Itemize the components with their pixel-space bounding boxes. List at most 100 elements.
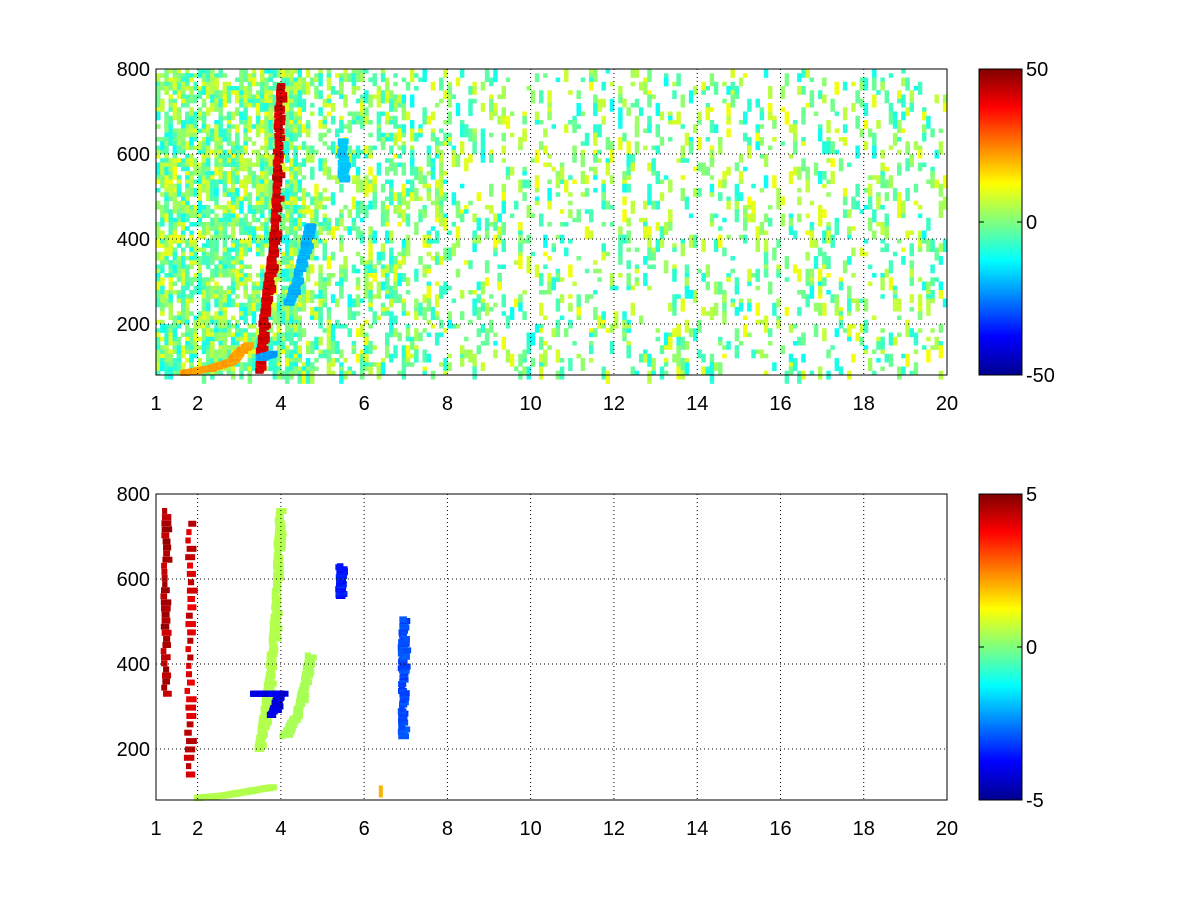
heatmap-cell — [160, 264, 165, 270]
heatmap-cell — [659, 137, 665, 146]
heatmap-cell — [293, 115, 298, 121]
heatmap-cell — [230, 196, 236, 202]
heatmap-cell — [892, 336, 898, 346]
heatmap-cell — [222, 353, 228, 363]
heatmap-cell — [922, 132, 927, 142]
heatmap-cell — [276, 69, 282, 78]
heatmap-cell — [426, 319, 432, 325]
heatmap-cell — [264, 183, 269, 197]
heatmap-cell — [326, 196, 332, 202]
heatmap-cell — [314, 294, 319, 299]
heatmap-cell — [335, 319, 340, 329]
heatmap-cell — [897, 209, 902, 219]
heatmap-cell — [172, 273, 178, 278]
heatmap-cell — [384, 277, 390, 291]
heatmap-cell — [797, 370, 802, 384]
heatmap-cell — [817, 268, 823, 282]
heatmap-cell — [180, 213, 186, 227]
heatmap-cell — [384, 311, 390, 316]
heatmap-cell — [185, 298, 190, 304]
heatmap-cell — [422, 115, 427, 125]
heatmap-cell — [755, 132, 760, 146]
heatmap-cell — [663, 77, 669, 87]
heatmap-cell — [343, 324, 348, 329]
heatmap-cell — [364, 69, 369, 74]
heatmap-cell — [397, 205, 402, 214]
heatmap-cell — [559, 179, 565, 185]
heatmap-cell — [293, 307, 298, 321]
heatmap-cell — [185, 158, 190, 163]
heatmap-cell — [638, 353, 644, 363]
heatmap-cell — [526, 256, 531, 270]
heatmap-cell — [626, 273, 631, 287]
heatmap-cell — [418, 77, 423, 83]
heatmap-cell — [801, 158, 806, 172]
heatmap-cell — [164, 213, 169, 223]
heatmap-cell — [250, 690, 259, 697]
heatmap-cell — [218, 154, 223, 159]
heatmap-cell — [618, 94, 623, 100]
heatmap-cell — [559, 277, 565, 282]
heatmap-cell — [401, 273, 407, 282]
heatmap-cell — [559, 294, 565, 299]
heatmap-cell — [409, 179, 415, 193]
heatmap-cell — [501, 107, 506, 121]
heatmap-cell — [285, 154, 290, 159]
heatmap-cell — [872, 370, 877, 376]
heatmap-cell — [588, 166, 594, 172]
heatmap-cell — [297, 69, 303, 74]
heatmap-cell — [235, 188, 240, 202]
heatmap-cell — [851, 273, 856, 278]
heatmap-cell — [197, 90, 203, 100]
heatmap-cell — [180, 294, 186, 299]
heatmap-cell — [484, 69, 490, 83]
heatmap-cell — [264, 128, 269, 142]
heatmap-cell — [822, 251, 827, 265]
heatmap-cell — [822, 328, 827, 342]
heatmap-cell — [384, 132, 390, 138]
heatmap-cell — [339, 94, 344, 100]
heatmap-cell — [784, 307, 790, 316]
heatmap-cell — [218, 115, 223, 129]
heatmap-cell — [384, 77, 390, 87]
heatmap-cell — [643, 256, 648, 265]
heatmap-cell — [738, 234, 744, 240]
heatmap-cells-1 — [156, 69, 948, 384]
heatmap-cell — [792, 341, 798, 346]
heatmap-cell — [201, 124, 207, 129]
heatmap-cell — [285, 141, 290, 151]
heatmap-cell — [380, 183, 386, 193]
heatmap-cell — [251, 217, 257, 223]
heatmap-cell — [601, 200, 606, 210]
heatmap-cell — [297, 115, 303, 121]
heatmap-cell — [305, 345, 311, 355]
heatmap-cell — [189, 179, 194, 189]
heatmap-cell — [222, 307, 228, 312]
heatmap-cell — [380, 251, 386, 261]
heatmap-cell — [301, 209, 307, 214]
heatmap-cell — [384, 120, 390, 125]
heatmap-cell — [176, 77, 182, 83]
heatmap-cell — [160, 73, 165, 78]
heatmap-cell — [226, 349, 232, 359]
heatmap-cell — [163, 666, 170, 673]
heatmap-cell — [693, 234, 698, 248]
heatmap-cell — [776, 315, 781, 321]
heatmap-cell — [788, 366, 794, 376]
heatmap-cell — [593, 260, 598, 265]
heatmap-cell — [809, 200, 815, 206]
heatmap-cell — [872, 230, 877, 240]
heatmap-cell — [722, 98, 727, 104]
heatmap-cell — [380, 268, 386, 278]
heatmap-cell — [297, 345, 303, 355]
heatmap-cell — [813, 162, 819, 176]
heatmap-cell — [268, 784, 278, 791]
heatmap-cell — [830, 294, 835, 304]
heatmap-cell — [210, 370, 215, 376]
heatmap-cell — [201, 370, 207, 384]
heatmap-cell — [851, 103, 856, 112]
heatmap-cell — [162, 581, 168, 588]
heatmap-cell — [318, 73, 323, 87]
heatmap-cell — [301, 294, 307, 308]
